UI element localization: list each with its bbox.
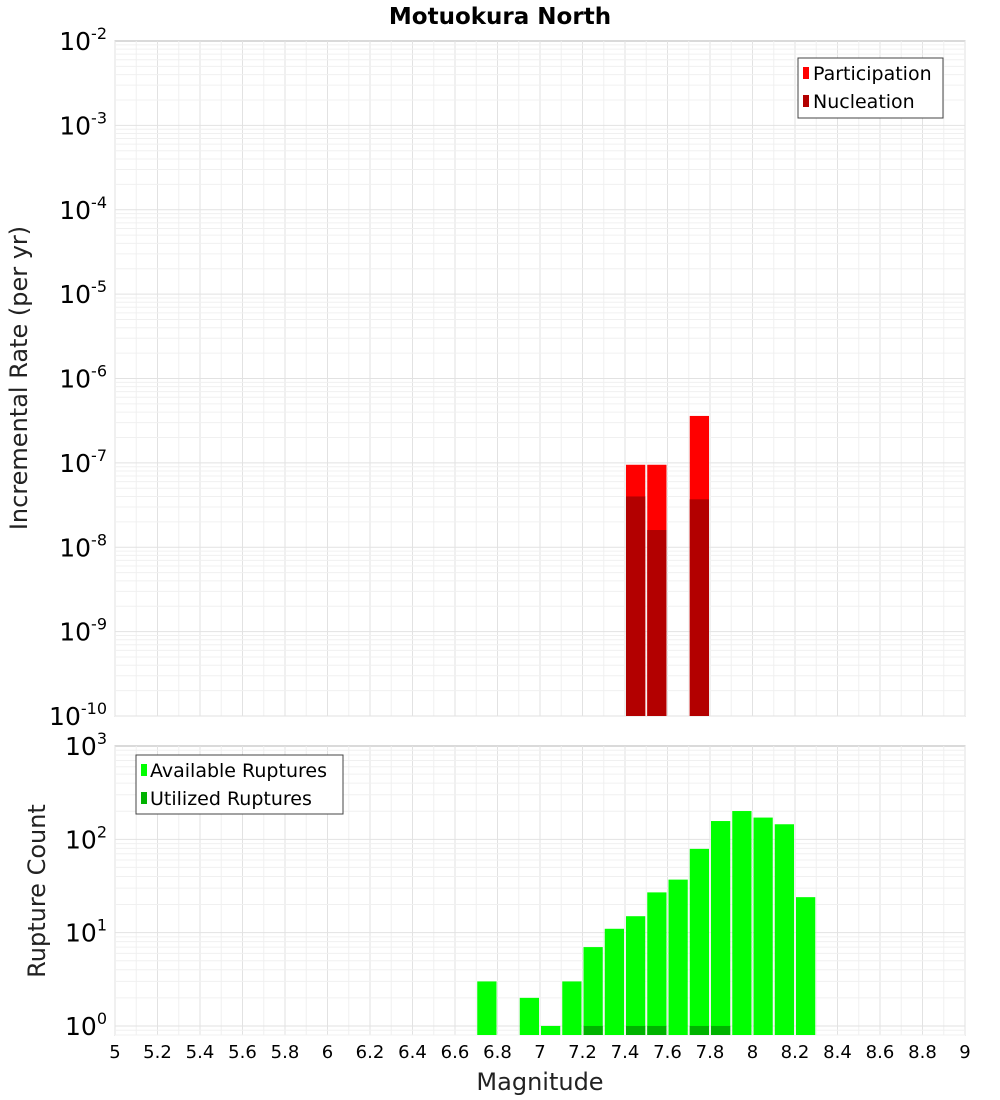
- x-tick-label: 5.6: [228, 1042, 257, 1063]
- rate-legend-box: [797, 57, 944, 119]
- count-y-ticks: 100 101 102 103: [65, 729, 107, 1041]
- nucleation-bar: [647, 530, 667, 716]
- available-ruptures-bar: [626, 916, 646, 1035]
- count-y-tick-label: 102: [65, 822, 107, 854]
- x-tick-label: 8.4: [823, 1042, 852, 1063]
- available-ruptures-bar: [732, 811, 752, 1035]
- chart-title: Motuokura North: [389, 4, 611, 30]
- rate-y-tick-label: 10-10: [49, 699, 107, 731]
- count-legend: Available Ruptures Utilized Ruptures: [135, 754, 344, 815]
- rate-y-tick-label: 10-3: [59, 108, 107, 140]
- x-tick-label: 6: [322, 1042, 333, 1063]
- rate-legend: Participation Nucleation: [797, 57, 944, 119]
- available-ruptures-bar: [689, 848, 709, 1035]
- magnitude-x-axis-label: Magnitude: [476, 1068, 603, 1096]
- available-ruptures-bar: [604, 928, 624, 1035]
- x-tick-label: 6.2: [356, 1042, 385, 1063]
- count-legend-box: [135, 754, 344, 815]
- magnitude-x-ticks: 5 5.2 5.4 5.6 5.8 6 6.2 6.4 6.6 6.8 7 7.2 7.4 7.6 7.8 8…: [109, 1042, 970, 1063]
- available-ruptures-legend-label: Available Ruptures: [150, 760, 327, 782]
- rate-y-tick-label: 10-2: [59, 24, 107, 56]
- count-bars: [477, 811, 816, 1035]
- nucleation-bar: [689, 499, 709, 716]
- utilized-ruptures-bar: [626, 1025, 646, 1035]
- count-gridlines: [114, 746, 966, 1036]
- count-panel: 100 101 102 103 5 5.2 5.4 5.6 5.8 6 6.2 6.4 6.6 6.8 7…: [23, 729, 971, 1096]
- rate-y-tick-label: 10-8: [59, 530, 107, 562]
- rate-y-ticks: 10-10 10-9 10-8 10-7 10-6 10-5 10-4 10-3 10-2: [49, 24, 107, 731]
- available-ruptures-bar: [583, 947, 603, 1035]
- available-ruptures-bar: [477, 981, 497, 1035]
- count-y-axis-label: Rupture Count: [23, 804, 51, 978]
- available-ruptures-bar: [753, 817, 773, 1035]
- utilized-ruptures-bar: [647, 1025, 667, 1035]
- x-tick-label: 7.4: [611, 1042, 640, 1063]
- count-y-tick-label: 101: [65, 916, 107, 948]
- participation-legend-label: Participation: [813, 63, 932, 85]
- x-tick-label: 5: [109, 1042, 120, 1063]
- rate-y-tick-label: 10-4: [59, 193, 107, 225]
- available-ruptures-bar: [796, 897, 816, 1035]
- rate-gridlines: [114, 41, 966, 717]
- x-tick-label: 8: [747, 1042, 758, 1063]
- rate-y-tick-label: 10-9: [59, 615, 107, 647]
- available-ruptures-bar: [647, 892, 667, 1035]
- x-tick-label: 7.6: [653, 1042, 682, 1063]
- rate-bars: [626, 415, 709, 716]
- x-tick-label: 8.6: [866, 1042, 895, 1063]
- x-tick-label: 7.8: [696, 1042, 725, 1063]
- x-tick-label: 7.2: [568, 1042, 597, 1063]
- rate-y-axis-label: Incremental Rate (per yr): [5, 226, 33, 530]
- nucleation-bar: [626, 496, 646, 716]
- x-tick-label: 6.8: [483, 1042, 512, 1063]
- x-tick-label: 5.8: [271, 1042, 300, 1063]
- rate-y-tick-label: 10-7: [59, 446, 107, 478]
- available-ruptures-legend-swatch: [141, 764, 147, 776]
- x-tick-label: 6.4: [398, 1042, 427, 1063]
- x-tick-label: 8.2: [781, 1042, 810, 1063]
- count-y-tick-label: 100: [65, 1009, 107, 1041]
- x-tick-label: 6.6: [441, 1042, 470, 1063]
- utilized-ruptures-bar: [711, 1025, 731, 1035]
- available-ruptures-bar: [774, 824, 794, 1035]
- participation-legend-swatch: [803, 67, 809, 79]
- available-ruptures-bar: [562, 981, 582, 1035]
- x-tick-label: 9: [959, 1042, 970, 1063]
- count-y-tick-label: 103: [65, 729, 107, 761]
- available-ruptures-bar: [668, 879, 688, 1035]
- nucleation-legend-label: Nucleation: [813, 91, 915, 113]
- available-ruptures-bar: [711, 821, 731, 1035]
- x-tick-label: 5.4: [186, 1042, 215, 1063]
- rate-panel: 10-10 10-9 10-8 10-7 10-6 10-5 10-4 10-3 10-2 In…: [5, 24, 966, 731]
- x-tick-label: 8.8: [908, 1042, 937, 1063]
- utilized-ruptures-legend-label: Utilized Ruptures: [150, 788, 312, 810]
- available-ruptures-bar: [541, 1025, 561, 1035]
- available-ruptures-bar: [519, 997, 539, 1035]
- rate-y-tick-label: 10-6: [59, 362, 107, 394]
- x-tick-label: 7: [534, 1042, 545, 1063]
- utilized-ruptures-bar: [583, 1025, 603, 1035]
- rate-y-tick-label: 10-5: [59, 277, 107, 309]
- utilized-ruptures-bar: [689, 1025, 709, 1035]
- x-tick-label: 5.2: [143, 1042, 172, 1063]
- nucleation-legend-swatch: [803, 95, 809, 107]
- utilized-ruptures-legend-swatch: [141, 792, 147, 804]
